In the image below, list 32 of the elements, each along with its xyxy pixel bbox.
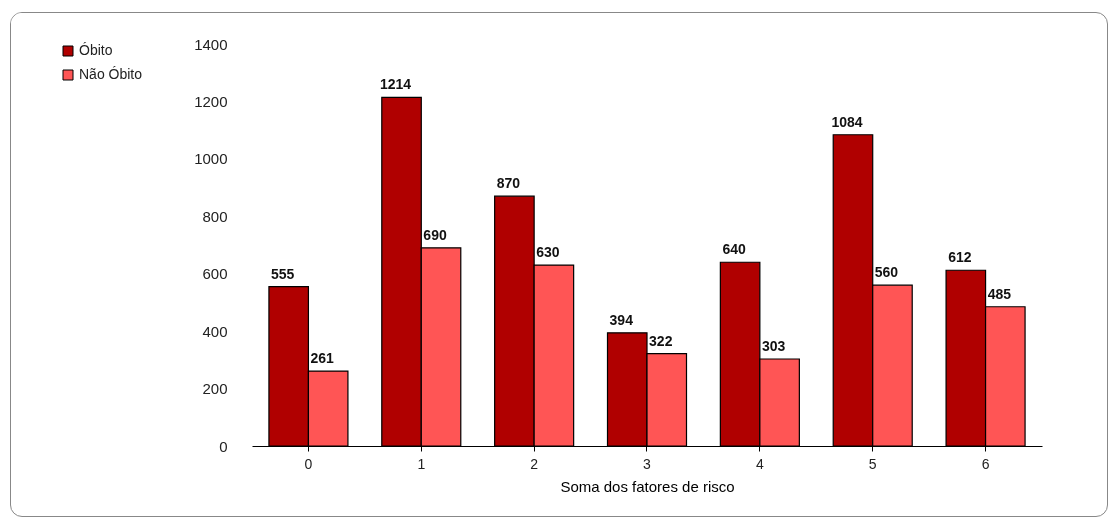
x-tick-label: 2 xyxy=(530,455,539,472)
data-label: 303 xyxy=(761,338,786,354)
y-tick-label: 200 xyxy=(202,380,228,398)
y-tick-label: 800 xyxy=(202,207,228,225)
x-tick-label: 5 xyxy=(868,455,877,472)
legend-label: Óbito xyxy=(79,42,113,58)
data-label: 394 xyxy=(609,311,634,328)
y-tick-label: 0 xyxy=(219,437,228,455)
data-label: 1084 xyxy=(831,113,863,130)
y-tick-label: 1200 xyxy=(194,92,228,110)
data-label: 322 xyxy=(649,332,673,349)
y-tick-label: 400 xyxy=(202,322,228,340)
x-tick-label: 1 xyxy=(417,455,426,472)
data-label: 690 xyxy=(423,226,447,243)
x-tick-label: 0 xyxy=(304,455,313,472)
data-label: 612 xyxy=(948,249,972,266)
y-tick-label: 600 xyxy=(202,265,228,283)
data-label: 870 xyxy=(496,175,521,192)
data-label: 640 xyxy=(722,241,746,258)
legend-label: Não Óbito xyxy=(79,66,143,82)
x-tick-label: 3 xyxy=(643,455,652,472)
data-label: 485 xyxy=(987,285,1012,302)
data-label: 1214 xyxy=(379,76,412,93)
y-tick-label: 1400 xyxy=(194,35,228,53)
data-label: 630 xyxy=(536,244,560,261)
x-tick-label: 6 xyxy=(981,455,990,472)
y-tick-label: 1000 xyxy=(194,150,228,168)
data-label: 560 xyxy=(874,264,899,281)
x-tick-label: 4 xyxy=(755,455,764,472)
x-axis-title: Soma dos fatores de risco xyxy=(560,477,735,495)
data-label: 555 xyxy=(271,265,295,282)
data-label: 261 xyxy=(310,350,335,367)
